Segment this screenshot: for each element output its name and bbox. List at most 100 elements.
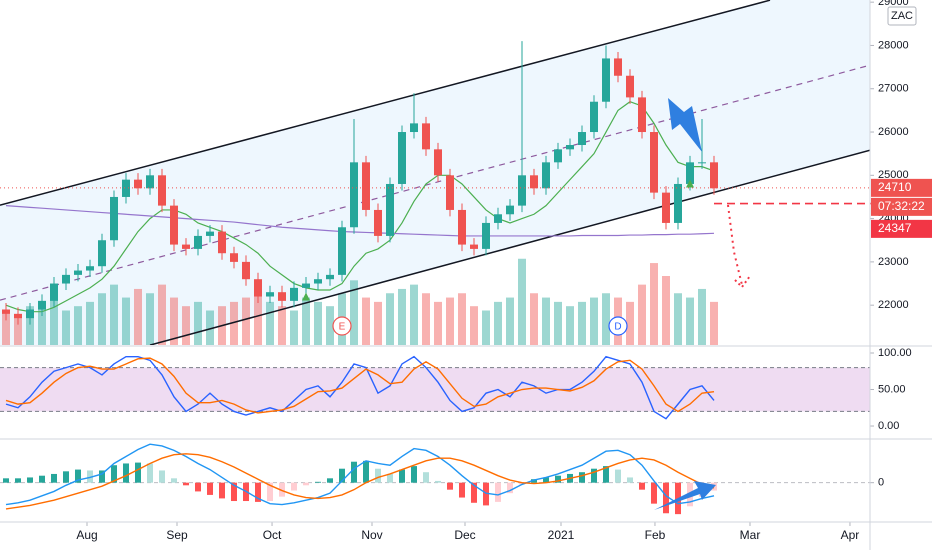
histogram-bar — [579, 472, 585, 483]
y-tick-label: 0 — [878, 477, 884, 489]
volume-bar — [26, 306, 34, 345]
y-tick-label: 100.00 — [878, 347, 912, 359]
volume-bar — [206, 310, 214, 345]
histogram-bar — [639, 482, 645, 490]
histogram-bar — [171, 478, 177, 483]
indicator-line — [5, 357, 715, 414]
volume-bar — [278, 306, 286, 345]
candle-body — [266, 292, 274, 297]
candle-body — [542, 162, 550, 189]
candle-body — [338, 227, 346, 275]
histogram-bar — [27, 477, 33, 483]
histogram-bar — [267, 482, 273, 502]
volume-bar — [350, 280, 358, 345]
annotation-arrow — [668, 98, 702, 152]
histogram-bar — [111, 465, 117, 483]
candle-body — [530, 175, 538, 189]
moving-average — [5, 205, 715, 237]
histogram-bar — [195, 482, 201, 492]
signal-marker — [686, 179, 694, 188]
histogram-bar — [279, 482, 285, 497]
candle-body — [194, 235, 202, 249]
histogram-bar — [99, 470, 105, 483]
histogram-bar — [471, 482, 477, 503]
y-tick-label: 25000 — [878, 169, 909, 181]
histogram-bar — [627, 477, 633, 483]
volume-bar — [518, 258, 526, 345]
volume-bar — [2, 310, 10, 345]
volume-bar — [446, 297, 454, 345]
candle-body — [482, 222, 490, 249]
channel-line — [0, 64, 870, 301]
volume-bar — [410, 284, 418, 345]
histogram-bar — [495, 482, 501, 502]
candle-body — [230, 253, 238, 262]
volume-bar — [542, 297, 550, 345]
candle-body — [86, 266, 94, 271]
histogram-bar — [291, 482, 297, 491]
candle-body — [686, 162, 694, 184]
x-tick-label: Oct — [263, 528, 282, 542]
volume-bar — [458, 293, 466, 345]
volume-bar — [254, 293, 262, 345]
candle-body — [350, 162, 358, 228]
indicator-pane — [0, 355, 870, 420]
histogram-bar — [219, 482, 225, 499]
candle-body — [470, 244, 478, 249]
event-marker — [332, 316, 352, 336]
level-label-box — [871, 219, 932, 238]
moving-average — [5, 101, 715, 313]
volume-bar — [398, 288, 406, 345]
histogram-bar — [339, 468, 345, 483]
candle-body — [278, 292, 286, 301]
volume-bar — [242, 297, 250, 345]
volume-bar — [386, 293, 394, 345]
histogram-bar — [123, 463, 129, 483]
y-tick-label: 50.00 — [878, 383, 906, 395]
histogram-bar — [387, 473, 393, 483]
candle-body — [674, 183, 682, 223]
volume-bar — [122, 297, 130, 345]
histogram-bar — [411, 466, 417, 483]
volume-bar — [482, 310, 490, 345]
volume-bar — [710, 301, 718, 345]
volume-bar — [302, 297, 310, 345]
volume-bar — [86, 301, 94, 345]
level-label: 24347 — [878, 221, 912, 235]
histogram-bar — [147, 463, 153, 483]
histogram-bar — [447, 482, 453, 490]
candle-body — [698, 162, 706, 164]
candle-body — [362, 162, 370, 210]
volume-bar — [266, 301, 274, 345]
histogram-bar — [543, 477, 549, 483]
histogram-bar — [591, 468, 597, 483]
x-tick-label: Sep — [166, 528, 188, 542]
candle-body — [650, 132, 658, 193]
candle-body — [314, 279, 322, 284]
volume-bar — [230, 301, 238, 345]
volume-bar — [506, 297, 514, 345]
candle-body — [458, 209, 466, 245]
candle-body — [242, 261, 250, 280]
histogram-bar — [135, 462, 141, 483]
histogram-bar — [231, 482, 237, 502]
candle-body — [410, 123, 418, 133]
volume-bar — [362, 297, 370, 345]
volume-bar — [290, 310, 298, 345]
histogram-bar — [327, 478, 333, 483]
volume-bar — [494, 301, 502, 345]
countdown-label: 07:32:22 — [878, 199, 925, 213]
histogram-bar — [615, 469, 621, 483]
volume-bar — [662, 276, 670, 345]
histogram-bar — [63, 471, 69, 483]
volume-bar — [470, 306, 478, 345]
symbol-label: ZAC — [891, 10, 913, 22]
volume-bar — [14, 314, 22, 345]
indicator-pane — [0, 443, 870, 515]
volume-bar — [110, 284, 118, 345]
volume-bar — [38, 301, 46, 345]
y-tick-label: 27000 — [878, 83, 909, 95]
candle-body — [206, 231, 214, 236]
